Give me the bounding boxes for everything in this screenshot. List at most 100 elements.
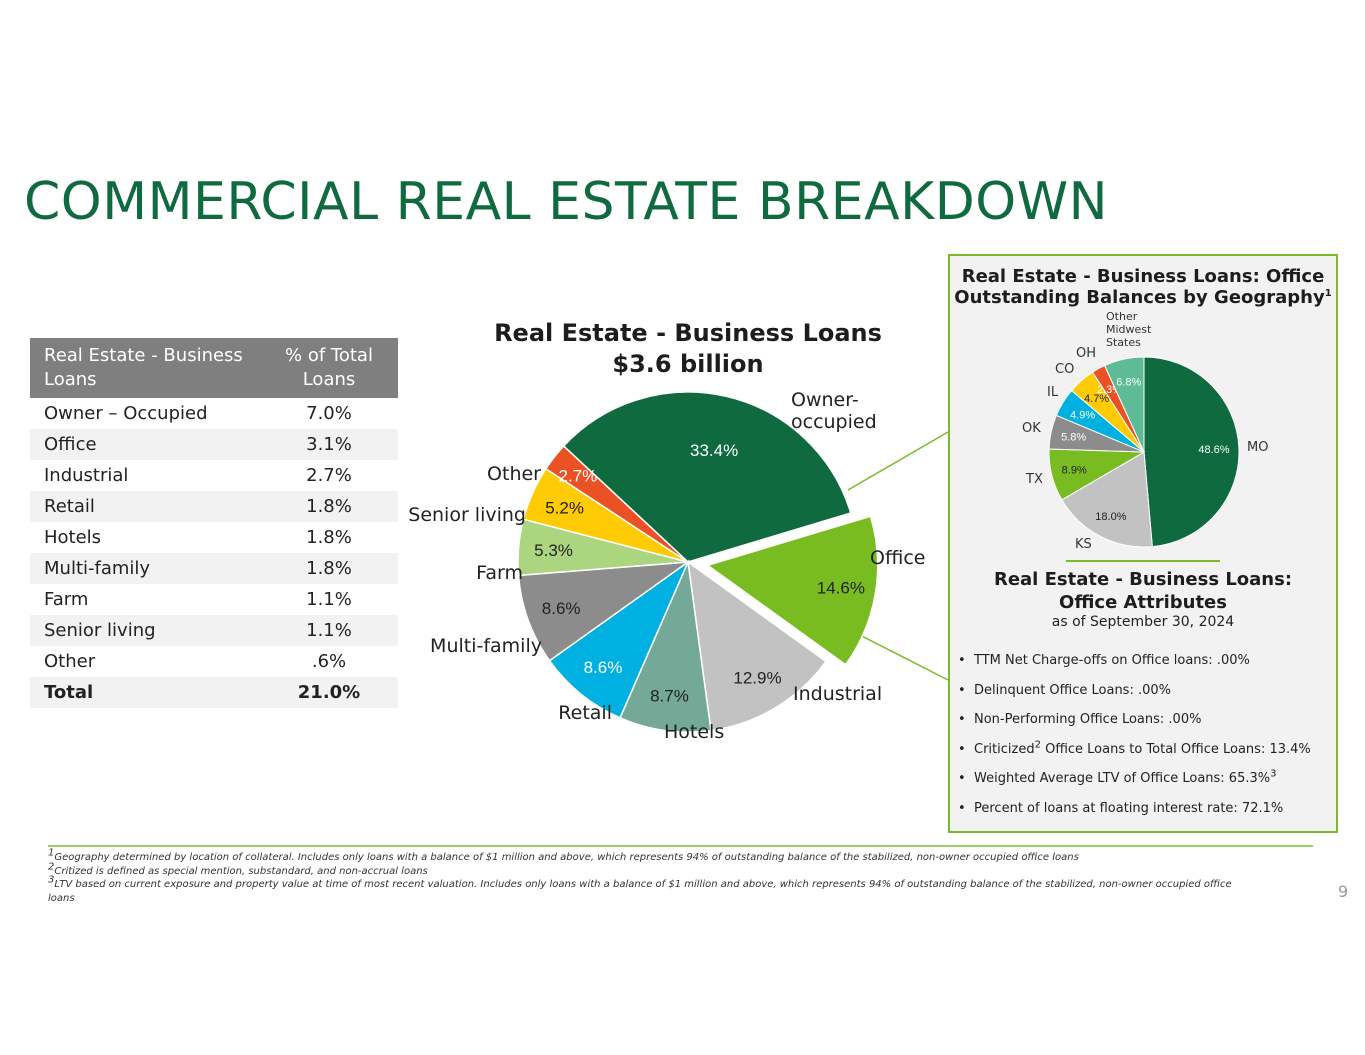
- main-pie-chart: 33.4% Owner-occupied 14.6% Office 12.9% Indus…: [408, 389, 925, 743]
- value-label-senior-living: 5.2%: [545, 498, 584, 517]
- row-value: 1.1%: [306, 589, 352, 610]
- row-label: Hotels: [44, 527, 102, 548]
- attribute-item: • TTM Net Charge-offs on Office loans: .0…: [958, 653, 1250, 668]
- table-row: Retail 1.8%: [30, 491, 398, 522]
- geo-category-label-ks: KS: [1075, 537, 1092, 552]
- geo-title-footnote-ref: 1: [1324, 288, 1332, 299]
- row-label: Office: [30, 429, 260, 460]
- geo-slice-mo: [1143, 356, 1240, 548]
- row-label: Other: [44, 651, 96, 672]
- category-label-farm: Farm: [476, 562, 523, 584]
- geo-value-label-il: 4.9%: [1070, 409, 1095, 421]
- page-number: 9: [1338, 882, 1349, 901]
- pie-slice-owner-occupied: [562, 391, 852, 563]
- row-value: 1.8%: [260, 491, 398, 522]
- table-row: Industrial 2.7%: [30, 460, 398, 491]
- total-value: 21.0%: [260, 677, 398, 708]
- category-label-retail: Retail: [558, 702, 612, 724]
- category-label-multi-family: Multi-family: [430, 635, 542, 657]
- attributes-date: as of September 30, 2024: [1051, 614, 1235, 630]
- pie-slice-office: [706, 515, 879, 666]
- category-label-office: Office: [870, 547, 925, 569]
- attribute-item: • Delinquent Office Loans: .00%: [958, 682, 1171, 698]
- geo-category-label-tx: TX: [1025, 472, 1043, 487]
- table-header-category: Real Estate - Business Loans: [30, 338, 260, 398]
- row-label: Owner – Occupied: [44, 403, 208, 424]
- pie-slice-other: [544, 444, 689, 563]
- footnote-ref: 2: [1034, 739, 1041, 751]
- attributes-divider: [1066, 560, 1220, 562]
- table-row: Hotels 1.8%: [30, 522, 398, 553]
- attribute-text: Office Loans to Total Office Loans: 13.4…: [1040, 741, 1311, 757]
- footnote-divider: [48, 845, 1313, 847]
- geo-pie-title: Real Estate - Business Loans: Office Out…: [950, 266, 1336, 308]
- row-label: Retail: [30, 491, 260, 522]
- geo-pie-title-line1: Real Estate - Business Loans: Office: [961, 266, 1325, 287]
- attribute-item: • Percent of loans at floating interest r…: [958, 800, 1284, 816]
- attribute-item: • Criticized2 Office Loans to Total Offic…: [958, 739, 1311, 757]
- footnote: 3LTV based on current exposure and prope…: [48, 874, 1232, 904]
- page-title: COMMERCIAL REAL ESTATE BREAKDOWN: [24, 172, 1109, 232]
- value-label-multi-family: 8.6%: [542, 599, 581, 618]
- pie-slice-industrial: [687, 560, 827, 732]
- row-value: 1.1%: [260, 615, 398, 646]
- attribute-text: Weighted Average LTV of Office Loans: 65…: [974, 771, 1271, 786]
- value-label-industrial: 12.9%: [733, 669, 781, 688]
- geo-category-label-mo: MO: [1247, 440, 1268, 455]
- table-total-row: Total 21.0%: [30, 677, 398, 708]
- attribute-item: • Weighted Average LTV of Office Loans: 6…: [958, 768, 1277, 786]
- footnote: 1Geography determined by location of col…: [48, 847, 1079, 863]
- geo-value-label-tx: 8.9%: [1062, 465, 1087, 477]
- geo-value-label-other-midwest-states: 6.8%: [1116, 377, 1141, 389]
- row-label: Senior living: [30, 615, 260, 646]
- geo-value-label-ok: 5.8%: [1061, 432, 1086, 444]
- attribute-text: Delinquent Office Loans: .00%: [974, 682, 1171, 698]
- table-row: Multi-family 1.8%: [30, 553, 398, 584]
- value-label-owner-occupied: 33.4%: [690, 441, 738, 460]
- row-value: .6%: [311, 651, 347, 672]
- geo-category-label-other-midwest-states: Other Midwest States: [1106, 310, 1152, 349]
- attribute-text: Criticized: [974, 741, 1035, 757]
- row-value: 1.8%: [306, 527, 352, 548]
- value-label-hotels: 8.7%: [650, 687, 689, 706]
- geo-category-label-il: IL: [1047, 385, 1059, 400]
- loans-table: Real Estate - Business Loans % of Total …: [30, 338, 398, 708]
- connector-line-bottom: [849, 629, 949, 681]
- geo-slice-other-midwest-states: [1103, 356, 1145, 453]
- row-label: Farm: [44, 589, 89, 610]
- geo-category-label-oh: OH: [1076, 346, 1096, 361]
- row-label: Industrial: [44, 465, 129, 486]
- attributes-title-line2: Office Attributes: [1059, 592, 1227, 613]
- row-value: 1.8%: [260, 553, 398, 584]
- attributes-title: Real Estate - Business Loans: Office Att…: [950, 568, 1336, 614]
- geo-category-label-co: CO: [1055, 362, 1074, 377]
- geo-value-label-mo: 48.6%: [1198, 444, 1229, 456]
- pie-slice-retail: [548, 559, 690, 719]
- category-label-hotels: Hotels: [664, 721, 724, 743]
- geo-slice-ks: [1061, 451, 1153, 548]
- attributes-title-line1: Real Estate - Business Loans:: [993, 569, 1293, 590]
- value-label-other: 2.7%: [559, 467, 598, 486]
- attribute-text: Non-Performing Office Loans: .00%: [974, 712, 1202, 727]
- category-label-senior-living: Senior living: [408, 504, 526, 526]
- value-label-office: 14.6%: [817, 579, 865, 598]
- table-row: Office 3.1%: [30, 429, 398, 460]
- table-row: Owner – Occupied 7.0%: [30, 398, 398, 429]
- footnotes: 1Geography determined by location of col…: [48, 847, 1248, 905]
- attribute-text: Percent of loans at floating interest ra…: [974, 800, 1284, 816]
- geo-pie-title-line2: Outstanding Balances by Geography: [954, 287, 1325, 308]
- category-label-other: Other: [487, 463, 541, 485]
- geo-category-label-ok: OK: [1022, 421, 1041, 436]
- table-row: Other .6%: [30, 646, 398, 677]
- attributes-list: • TTM Net Charge-offs on Office loans: .0…: [958, 646, 1311, 823]
- footnote: 2Critized is defined as special mention,…: [48, 861, 428, 877]
- connector-lines: [847, 431, 949, 681]
- geo-value-label-ks: 18.0%: [1095, 511, 1126, 523]
- pie-slice-hotels: [619, 559, 712, 733]
- row-value: 7.0%: [306, 403, 352, 424]
- connector-line-top: [847, 431, 949, 491]
- geo-value-label-co: 4.7%: [1084, 393, 1109, 405]
- value-label-farm: 5.3%: [534, 541, 573, 560]
